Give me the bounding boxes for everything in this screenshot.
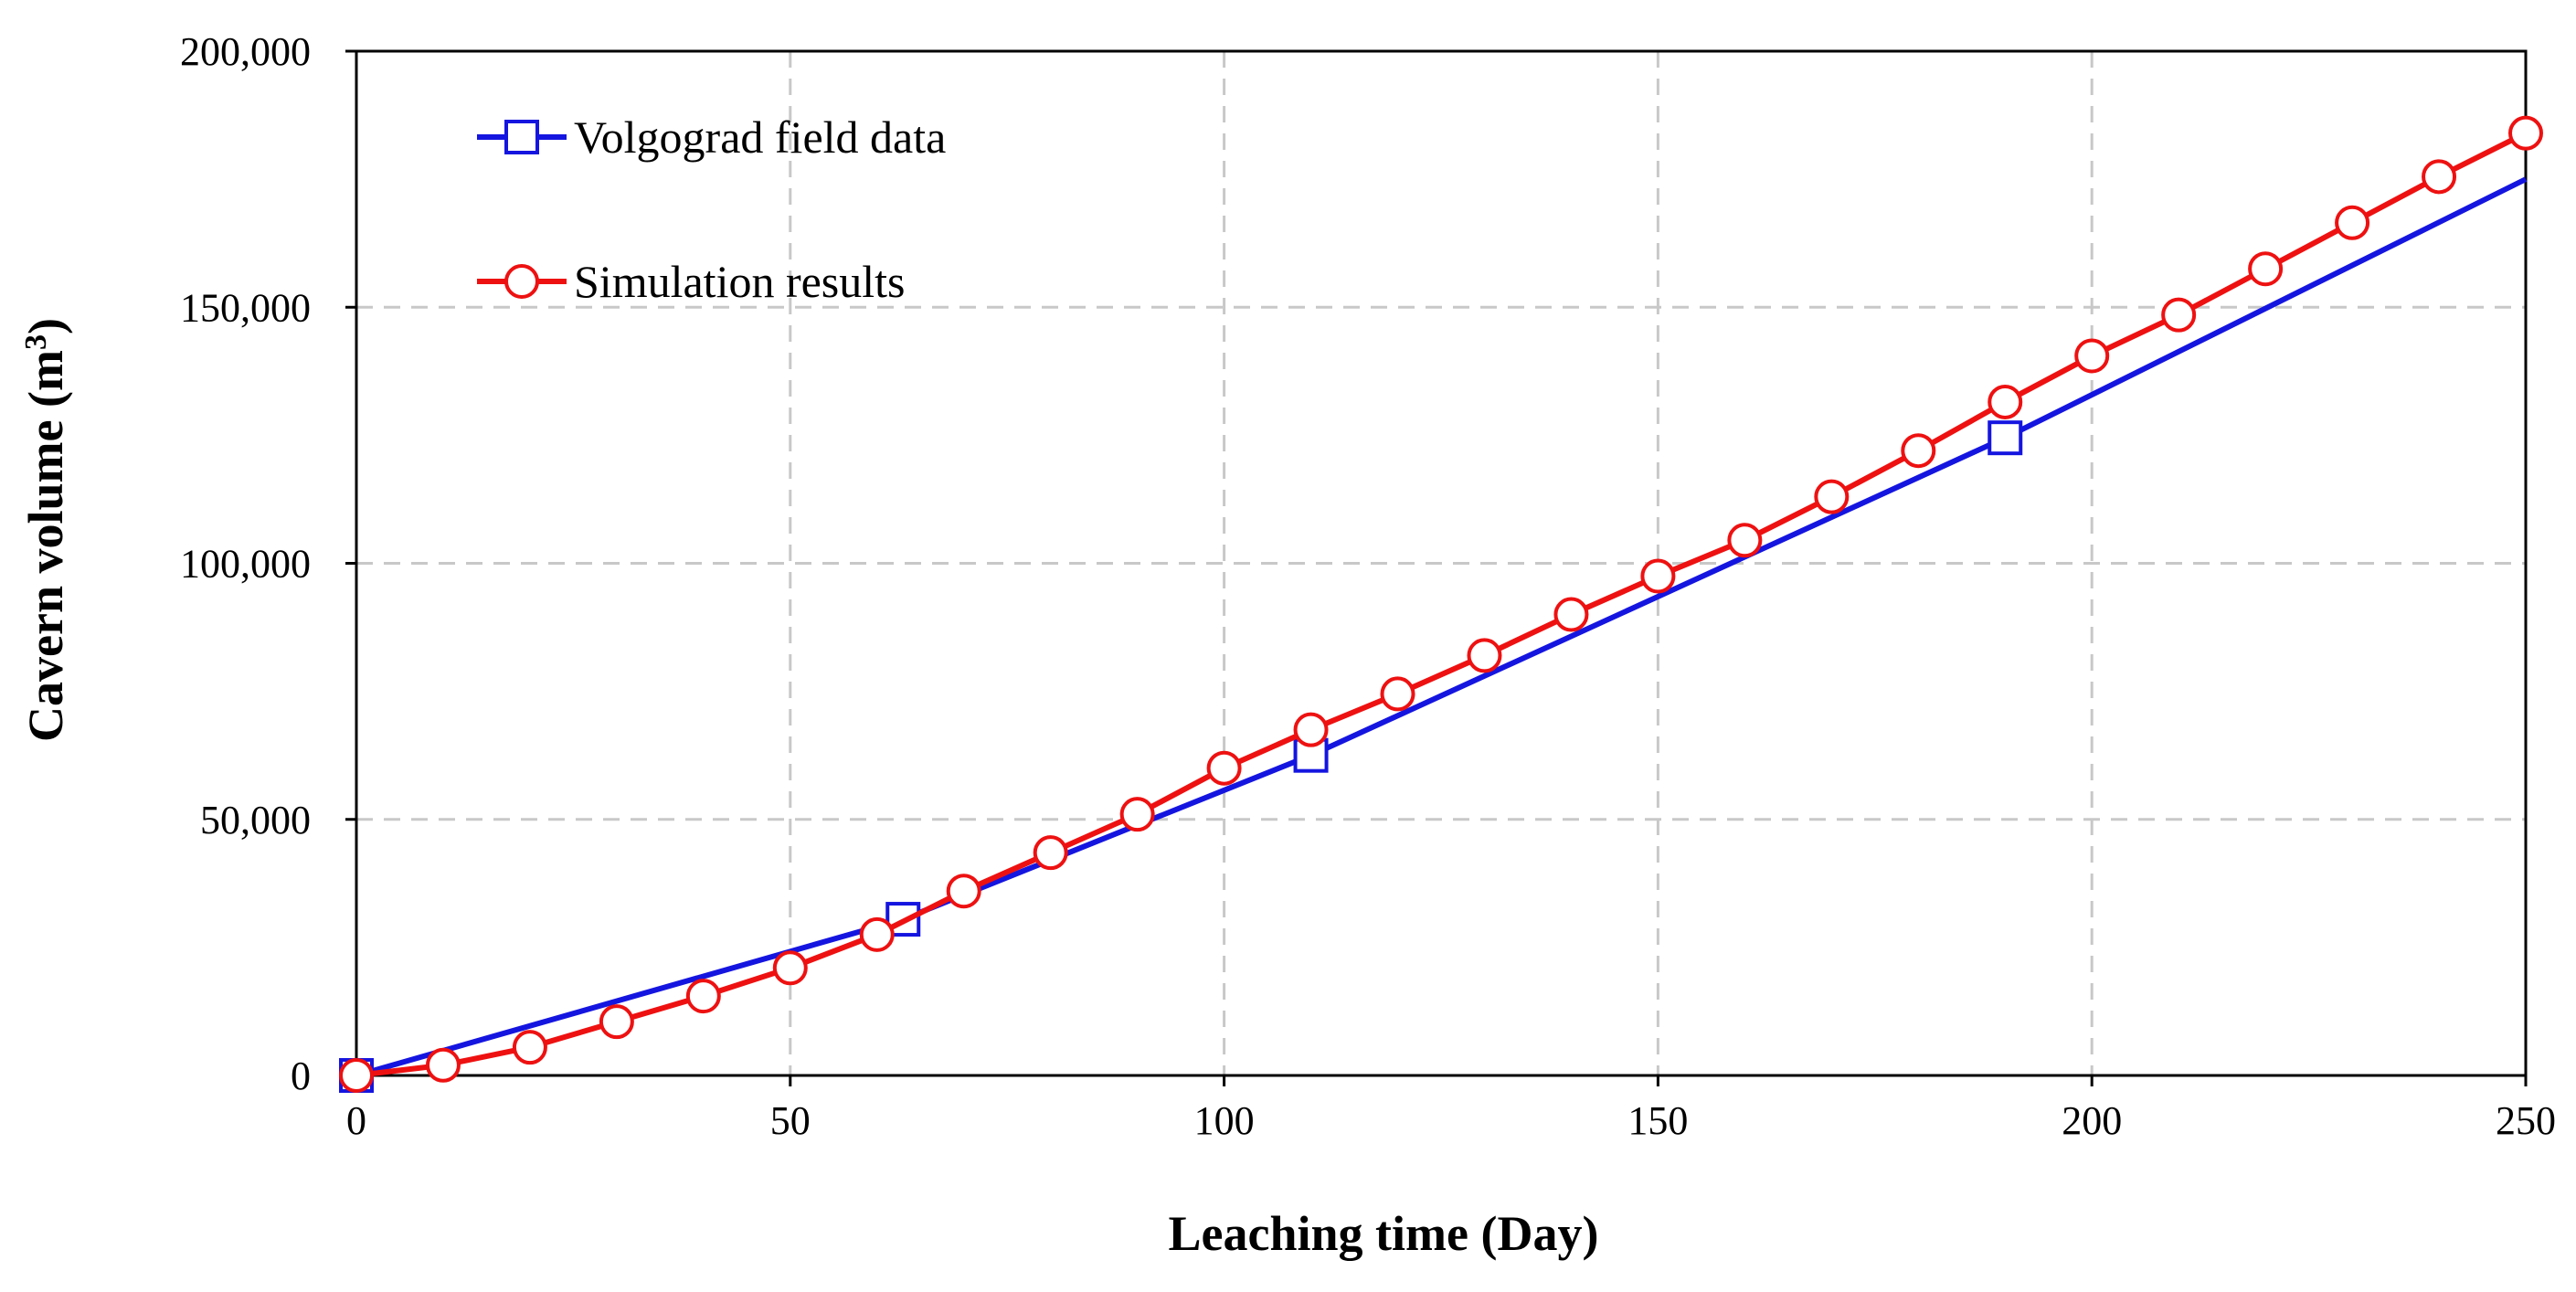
grid-lines [356, 51, 2526, 1075]
simulation-marker [1206, 750, 1242, 786]
field-data-marker [1988, 420, 2023, 456]
y-tick-label: 150,000 [180, 285, 311, 330]
y-tick-label: 0 [291, 1054, 311, 1098]
simulation-marker [1988, 384, 2023, 419]
y-axis-title: Cavern volume (m3) [18, 318, 73, 742]
simulation-marker [1467, 638, 1502, 673]
legend-circle-marker [504, 264, 539, 299]
x-tick-label: 0 [346, 1098, 366, 1143]
simulation-marker [425, 1047, 461, 1083]
legend-square-marker [504, 120, 539, 154]
simulation-marker [2422, 159, 2457, 195]
simulation-marker [772, 950, 808, 986]
simulation-marker [1727, 523, 1763, 558]
x-tick-label: 250 [2496, 1098, 2556, 1143]
simulation-marker [512, 1030, 547, 1065]
simulation-marker [2508, 115, 2543, 151]
y-axis: 0 50,000 100,000 150,000 200,000 [180, 29, 356, 1098]
legend-label: Volgograd field data [574, 111, 946, 163]
x-tick-label: 150 [1627, 1098, 1688, 1143]
simulation-marker [1814, 479, 1850, 514]
series-line-field-data [355, 176, 2528, 1078]
simulation-marker [1380, 676, 1415, 712]
series-layer [339, 115, 2543, 1093]
y-axis-title-close: ) [18, 318, 73, 334]
simulation-marker [685, 979, 721, 1014]
simulation-marker [1640, 558, 1676, 594]
y-tick-label: 100,000 [180, 542, 311, 587]
simulation-marker [1033, 835, 1068, 871]
simulation-marker [946, 874, 981, 909]
simulation-marker [1901, 433, 1936, 469]
simulation-marker [859, 916, 895, 952]
simulation-marker [2161, 297, 2197, 333]
legend-label: Simulation results [574, 256, 906, 307]
x-axis-title: Leaching time (Day) [1169, 1206, 1599, 1261]
simulation-marker [1553, 597, 1589, 632]
x-tick-label: 100 [1194, 1098, 1255, 1143]
simulation-marker [2335, 205, 2370, 240]
y-tick-label: 50,000 [200, 798, 311, 842]
simulation-marker [2074, 338, 2110, 374]
simulation-marker [339, 1058, 374, 1093]
y-axis-title-superscript: 3 [19, 334, 53, 350]
simulation-marker [2248, 251, 2284, 287]
x-tick-label: 50 [770, 1098, 811, 1143]
x-tick-label: 200 [2062, 1098, 2122, 1143]
x-axis: 0 50 100 150 200 250 [346, 1075, 2556, 1143]
simulation-marker [599, 1004, 634, 1040]
simulation-marker [1119, 797, 1155, 832]
y-axis-title-main: Cavern volume (m [18, 350, 73, 742]
simulation-marker [1293, 712, 1329, 747]
y-tick-label: 200,000 [180, 29, 311, 74]
legend: Volgograd field data Simulation results [477, 111, 946, 307]
